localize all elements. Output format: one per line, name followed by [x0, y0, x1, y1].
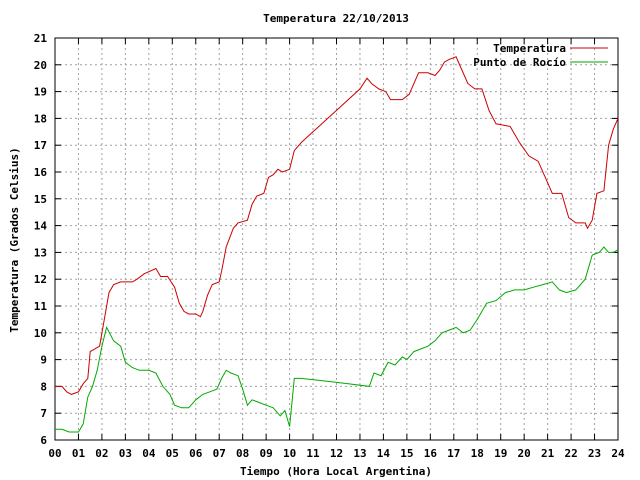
x-tick-label: 17 — [447, 447, 460, 460]
x-tick-label: 09 — [260, 447, 273, 460]
x-tick-label: 06 — [189, 447, 203, 460]
y-tick-label: 7 — [40, 407, 47, 420]
legend-label-temperatura: Temperatura — [493, 42, 566, 55]
y-tick-label: 9 — [40, 354, 47, 367]
y-tick-label: 13 — [34, 246, 47, 259]
series-line-punto-de-rocio — [55, 246, 619, 433]
x-tick-label: 10 — [283, 447, 296, 460]
x-tick-label: 19 — [494, 447, 507, 460]
x-tick-label: 14 — [377, 447, 391, 460]
x-axis-label: Tiempo (Hora Local Argentina) — [240, 465, 432, 478]
x-tick-label: 03 — [119, 447, 132, 460]
y-tick-label: 18 — [34, 112, 47, 125]
y-tick-label: 17 — [34, 139, 47, 152]
x-tick-label: 18 — [471, 447, 484, 460]
y-axis-ticks: 6 7 8 9 10 11 12 13 14 15 16 17 18 19 20 21 — [34, 32, 618, 447]
x-tick-label: 16 — [424, 447, 438, 460]
x-tick-label: 12 — [330, 447, 343, 460]
y-axis-label: Temperatura (Grados Celsius) — [8, 147, 21, 332]
y-tick-label: 8 — [40, 380, 47, 393]
x-tick-label: 02 — [95, 447, 108, 460]
x-tick-label: 04 — [142, 447, 156, 460]
x-tick-label: 24 — [611, 447, 625, 460]
legend: Temperatura Punto de Rocío — [473, 42, 608, 69]
y-tick-label: 11 — [34, 300, 48, 313]
y-tick-label: 21 — [34, 32, 48, 45]
y-tick-label: 20 — [34, 59, 47, 72]
x-tick-label: 05 — [166, 447, 179, 460]
series-line-temperatura — [55, 56, 619, 395]
y-tick-label: 10 — [34, 327, 47, 340]
y-tick-label: 15 — [34, 193, 47, 206]
y-tick-label: 12 — [34, 273, 47, 286]
y-tick-label: 6 — [40, 434, 47, 447]
x-tick-label: 23 — [588, 447, 601, 460]
x-axis-ticks: 00 01 02 03 04 05 06 07 08 09 10 11 12 13 14 15 16 17 18 19… — [48, 38, 625, 460]
x-tick-label: 00 — [48, 447, 61, 460]
x-tick-label: 07 — [213, 447, 226, 460]
chart-title: Temperatura 22/10/2013 — [263, 12, 409, 25]
x-tick-label: 13 — [353, 447, 366, 460]
x-tick-label: 01 — [72, 447, 86, 460]
x-tick-label: 11 — [306, 447, 320, 460]
y-tick-label: 14 — [34, 220, 48, 233]
x-tick-label: 22 — [564, 447, 577, 460]
x-tick-label: 15 — [400, 447, 413, 460]
y-tick-label: 16 — [34, 166, 48, 179]
legend-label-punto-de-rocio: Punto de Rocío — [473, 56, 566, 69]
grid — [55, 38, 618, 440]
series-group — [55, 56, 619, 433]
x-tick-label: 20 — [518, 447, 531, 460]
x-tick-label: 08 — [236, 447, 249, 460]
y-tick-label: 19 — [34, 86, 47, 99]
x-tick-label: 21 — [541, 447, 555, 460]
